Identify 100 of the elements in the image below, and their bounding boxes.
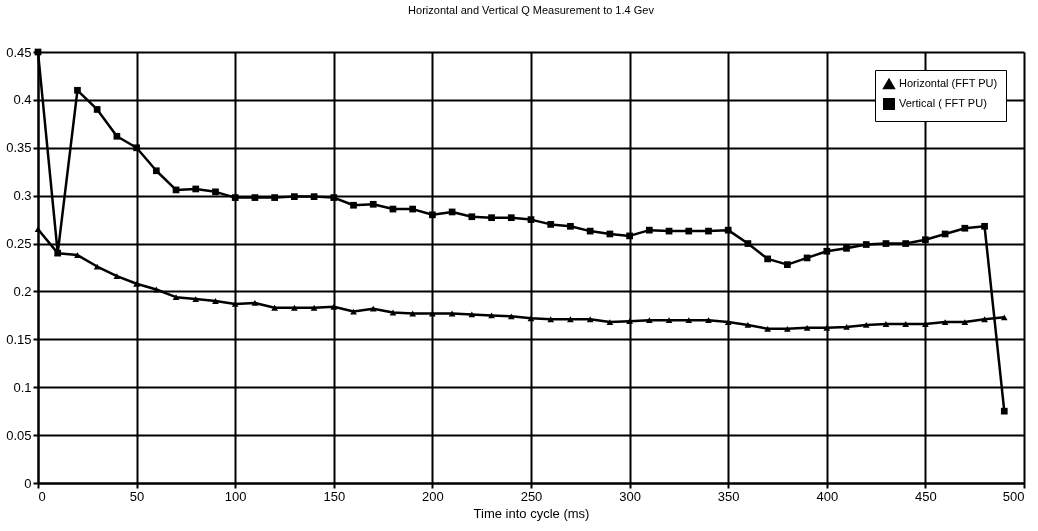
legend-label: Horizontal (FFT PU) [899, 77, 998, 89]
point [152, 167, 160, 175]
point [705, 317, 712, 324]
x-tick-label: 400 [816, 488, 839, 504]
point [882, 321, 890, 327]
point [862, 241, 870, 248]
point [744, 322, 752, 328]
point [843, 244, 850, 252]
point [488, 214, 495, 222]
point [941, 319, 949, 325]
legend-label: Vertical ( FFT PU) [899, 97, 987, 109]
point [251, 194, 259, 201]
point [547, 221, 555, 228]
point [231, 300, 239, 307]
point [902, 240, 910, 247]
point [606, 319, 614, 325]
point [567, 316, 574, 323]
point [93, 106, 101, 113]
y-tick-label: 0.4 [13, 92, 32, 108]
point [705, 227, 712, 235]
point [784, 261, 791, 268]
point [823, 324, 831, 331]
point [981, 222, 988, 230]
point [626, 318, 633, 325]
point [291, 193, 298, 200]
point [34, 226, 42, 233]
point [113, 273, 121, 280]
point [764, 325, 771, 332]
point [527, 315, 535, 322]
x-axis-title: Time into cycle (ms) [473, 505, 590, 521]
point [310, 304, 318, 311]
point [882, 240, 890, 247]
x-tick-label: 200 [422, 488, 444, 504]
point [192, 185, 200, 193]
point [1000, 407, 1008, 415]
x-tick-label: 300 [619, 488, 641, 504]
point [409, 205, 417, 213]
point [330, 194, 338, 201]
point [685, 227, 693, 235]
point [764, 255, 771, 263]
point [784, 325, 791, 332]
x-tick-label: 500 [1002, 488, 1025, 504]
point [369, 305, 377, 312]
y-tick-label: 0.25 [6, 236, 32, 252]
point [133, 144, 140, 152]
x-tick-label: 150 [323, 488, 346, 504]
point [843, 323, 850, 330]
point [74, 86, 81, 94]
point [922, 236, 929, 244]
point [350, 201, 357, 209]
point [291, 304, 298, 311]
point [902, 321, 910, 327]
point [626, 232, 633, 240]
point [744, 240, 752, 247]
point [330, 303, 338, 310]
point [586, 227, 594, 235]
point [547, 316, 555, 323]
point [803, 324, 811, 331]
point [981, 316, 988, 323]
point [823, 247, 831, 255]
point [665, 317, 673, 324]
point [468, 213, 476, 221]
point [507, 214, 515, 222]
point [271, 194, 278, 201]
point [271, 304, 278, 311]
y-tick-label: 0.3 [13, 188, 32, 204]
point [369, 200, 377, 208]
point [645, 226, 653, 234]
point [212, 188, 219, 196]
point [212, 298, 219, 304]
y-tick-label: 0.45 [6, 44, 32, 60]
x-tick-label: 100 [224, 488, 247, 504]
point [586, 316, 594, 323]
x-tick-label: 350 [717, 488, 740, 504]
y-tick-label: 0.05 [6, 427, 32, 443]
point [527, 216, 535, 223]
point [862, 322, 870, 328]
point [133, 280, 140, 287]
chart-title: Horizontal and Vertical Q Measurement to 1.4 Gev [408, 4, 655, 16]
point [429, 211, 436, 219]
point [724, 226, 732, 234]
point [172, 294, 180, 301]
x-tick-label: 250 [520, 488, 543, 504]
point [724, 319, 732, 325]
point [922, 321, 929, 327]
y-tick-label: 0.35 [6, 140, 32, 156]
point [192, 296, 200, 303]
x-tick-label: 450 [915, 488, 937, 504]
point [961, 224, 969, 232]
y-tick-label: 0.15 [6, 331, 32, 347]
point [685, 317, 693, 324]
point [310, 193, 318, 200]
point [645, 317, 653, 324]
point [961, 319, 969, 325]
point [74, 252, 81, 258]
point [113, 132, 121, 140]
point [1000, 314, 1008, 321]
y-tick-label: 0.2 [13, 283, 32, 299]
x-tick-label: 50 [129, 488, 145, 504]
x-tick-label: 0 [38, 488, 46, 504]
